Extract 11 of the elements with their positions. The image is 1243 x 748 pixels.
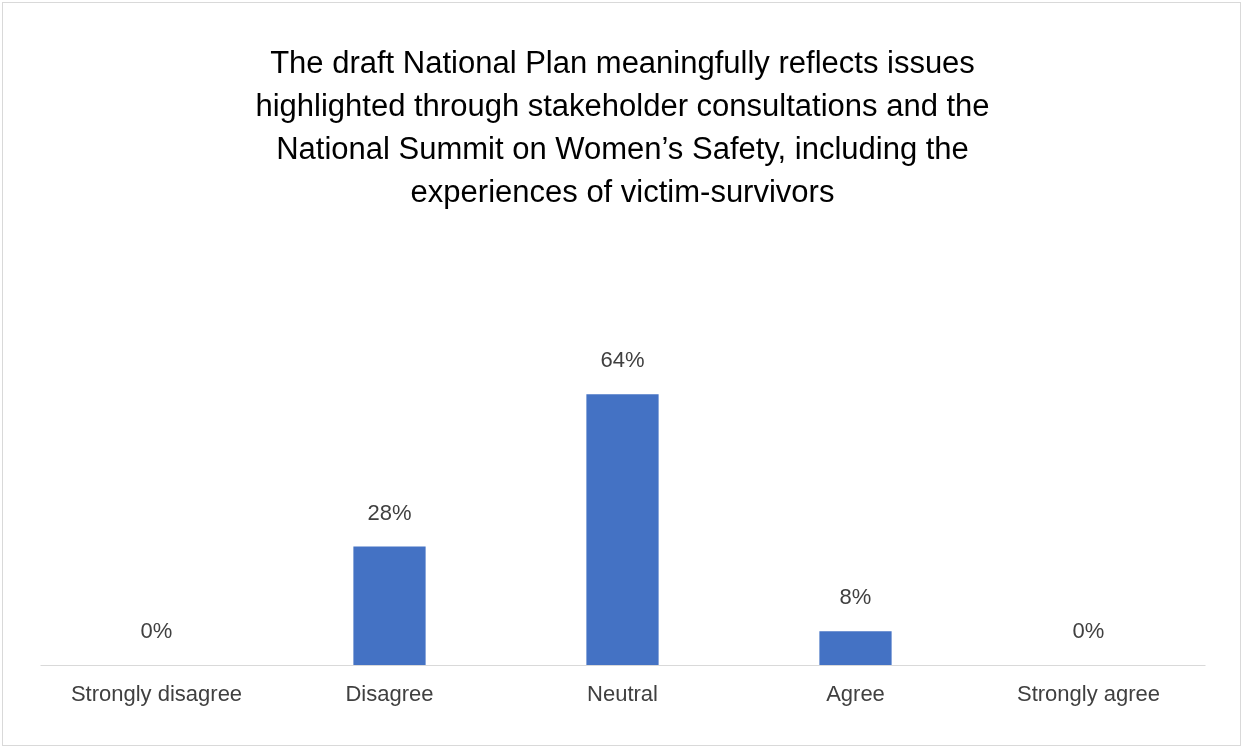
data-label: 0%	[1072, 618, 1105, 643]
x-tick-label: Disagree	[345, 680, 434, 706]
chart-title: The draft National Plan meaningfully reflects issues highlighted through stakeholder consultations and the National Summit on Women’s Safety, including the experiences of victim-survivors	[255, 45, 990, 210]
data-label: 0%	[140, 618, 173, 643]
x-tick-label: Strongly agree	[1016, 680, 1161, 706]
data-label: 64%	[600, 347, 645, 373]
x-tick-label: Strongly disagree	[70, 680, 243, 706]
x-tick-label: Agree	[826, 680, 885, 706]
data-label: 8%	[839, 584, 872, 610]
data-label: 28%	[367, 499, 412, 525]
x-tick-label: Neutral	[587, 680, 658, 706]
